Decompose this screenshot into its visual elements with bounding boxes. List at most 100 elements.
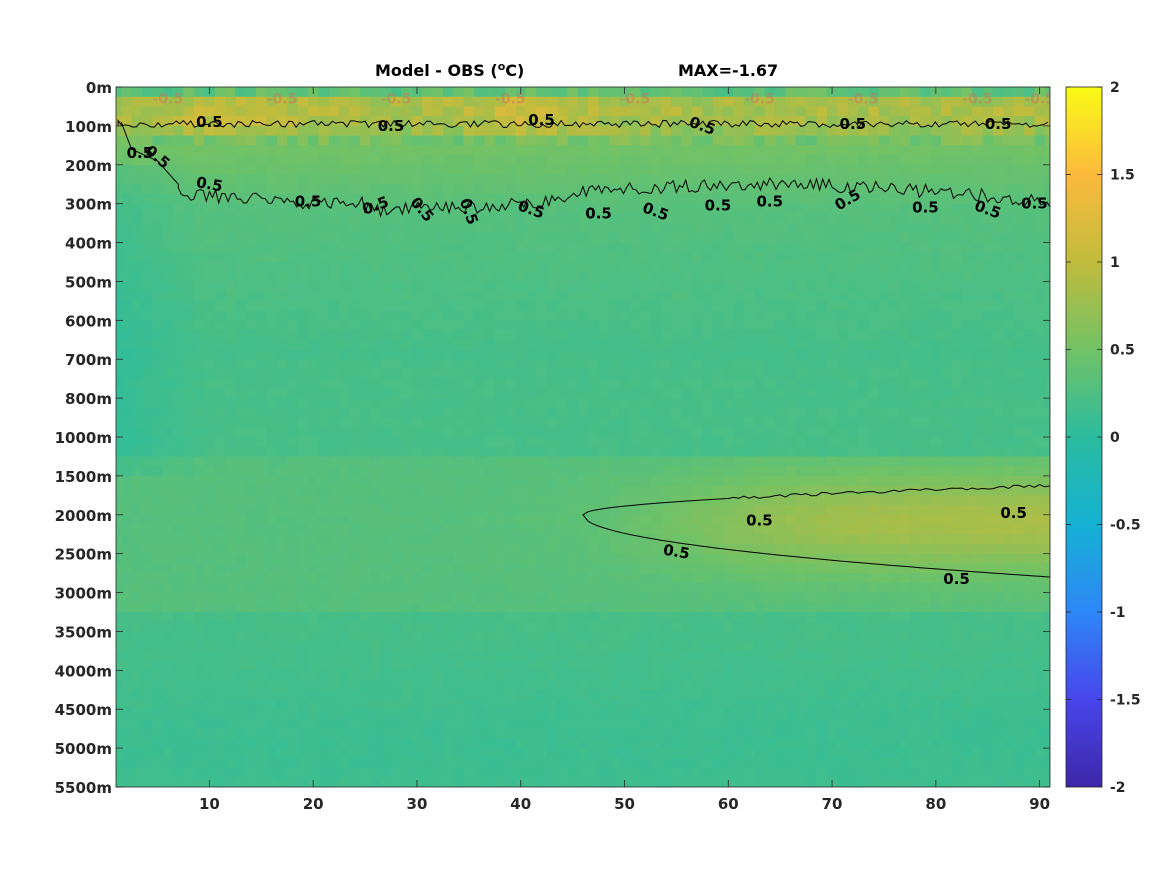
heatmap-cell	[743, 174, 755, 185]
heatmap-cell	[411, 456, 423, 467]
heatmap-cell	[359, 631, 371, 642]
heatmap-cell	[515, 650, 527, 662]
heatmap-cell	[567, 631, 579, 642]
heatmap-cell	[256, 485, 268, 496]
heatmap-cell	[681, 466, 693, 477]
heatmap-cell	[121, 728, 133, 739]
heatmap-cell	[391, 505, 402, 516]
heatmap-cell	[359, 262, 371, 273]
heatmap-cell	[484, 505, 496, 516]
heatmap-cell	[183, 621, 195, 633]
heatmap-cell	[598, 223, 610, 234]
heatmap-cell	[183, 417, 195, 428]
heatmap-cell	[743, 699, 755, 710]
heatmap-cell	[349, 155, 361, 166]
heatmap-cell	[307, 300, 319, 312]
heatmap-cell	[619, 709, 631, 720]
heatmap-cell	[774, 213, 786, 224]
heatmap-cell	[525, 475, 537, 487]
heatmap-cell	[712, 174, 724, 185]
heatmap-cell	[650, 87, 662, 98]
heatmap-cell	[525, 155, 537, 166]
heatmap-cell	[494, 718, 506, 730]
heatmap-cell	[806, 563, 818, 574]
heatmap-cell	[764, 602, 776, 613]
heatmap-cell	[515, 495, 527, 506]
heatmap-cell	[515, 378, 527, 389]
heatmap-cell	[422, 300, 434, 312]
heatmap-cell	[183, 524, 195, 535]
heatmap-cell	[256, 125, 268, 137]
heatmap-cell	[318, 96, 330, 108]
heatmap-cell	[359, 689, 371, 701]
heatmap-cell	[505, 145, 517, 156]
heatmap-cell	[629, 135, 641, 146]
heatmap-cell	[557, 388, 569, 399]
heatmap-cell	[546, 378, 558, 389]
heatmap-cell	[401, 689, 413, 701]
heatmap-cell	[162, 271, 174, 283]
heatmap-cell	[432, 184, 444, 195]
heatmap-cell	[629, 670, 641, 681]
heatmap-cell	[266, 281, 278, 292]
heatmap-cell	[826, 116, 838, 127]
heatmap-cell	[193, 96, 205, 108]
heatmap-cell	[536, 164, 548, 176]
heatmap-cell	[297, 650, 309, 662]
heatmap-cell	[525, 271, 537, 283]
heatmap-cell	[474, 650, 486, 662]
heatmap-cell	[370, 699, 382, 710]
heatmap-cell	[785, 612, 797, 623]
heatmap-cell	[162, 213, 174, 224]
heatmap-cell	[370, 125, 382, 137]
heatmap-cell	[505, 184, 517, 195]
heatmap-cell	[816, 271, 828, 283]
heatmap-cell	[183, 330, 195, 341]
heatmap-cell	[826, 145, 838, 156]
heatmap-cell	[754, 466, 766, 477]
heatmap-cell	[214, 446, 226, 458]
heatmap-cell	[525, 767, 537, 778]
heatmap-cell	[557, 193, 569, 205]
heatmap-cell	[536, 96, 548, 108]
heatmap-cell	[442, 514, 454, 526]
heatmap-cell	[567, 505, 579, 516]
heatmap-cell	[702, 330, 714, 341]
heatmap-cell	[733, 427, 745, 438]
heatmap-cell	[525, 87, 537, 98]
heatmap-cell	[640, 368, 652, 380]
heatmap-cell	[152, 602, 164, 613]
heatmap-cell	[297, 330, 309, 341]
heatmap-cell	[733, 193, 745, 205]
heatmap-cell	[307, 407, 319, 419]
heatmap-cell	[640, 223, 652, 234]
heatmap-cell	[660, 592, 672, 603]
heatmap-cell	[442, 359, 454, 370]
heatmap-cell	[370, 145, 382, 156]
heatmap-cell	[619, 748, 631, 759]
heatmap-cell	[733, 368, 745, 380]
heatmap-cell	[671, 96, 683, 108]
heatmap-cell	[245, 378, 257, 389]
heatmap-cell	[743, 252, 755, 263]
heatmap-cell	[494, 368, 506, 380]
heatmap-cell	[401, 232, 413, 244]
heatmap-cell	[505, 699, 517, 710]
heatmap-cell	[349, 232, 361, 244]
heatmap-cell	[287, 398, 299, 409]
heatmap-cell	[774, 670, 786, 681]
heatmap-cell	[598, 553, 610, 564]
heatmap-cell	[245, 213, 257, 224]
heatmap-cell	[754, 582, 766, 594]
heatmap-cell	[235, 116, 247, 127]
heatmap-cell	[629, 271, 641, 283]
heatmap-cell	[328, 359, 340, 370]
heatmap-cell	[494, 330, 506, 341]
heatmap-cell	[702, 213, 714, 224]
heatmap-cell	[339, 582, 351, 594]
heatmap-cell	[121, 466, 133, 477]
heatmap-cell	[671, 446, 683, 458]
heatmap-cell	[204, 223, 216, 234]
heatmap-cell	[588, 407, 600, 419]
heatmap-cell	[173, 456, 185, 467]
